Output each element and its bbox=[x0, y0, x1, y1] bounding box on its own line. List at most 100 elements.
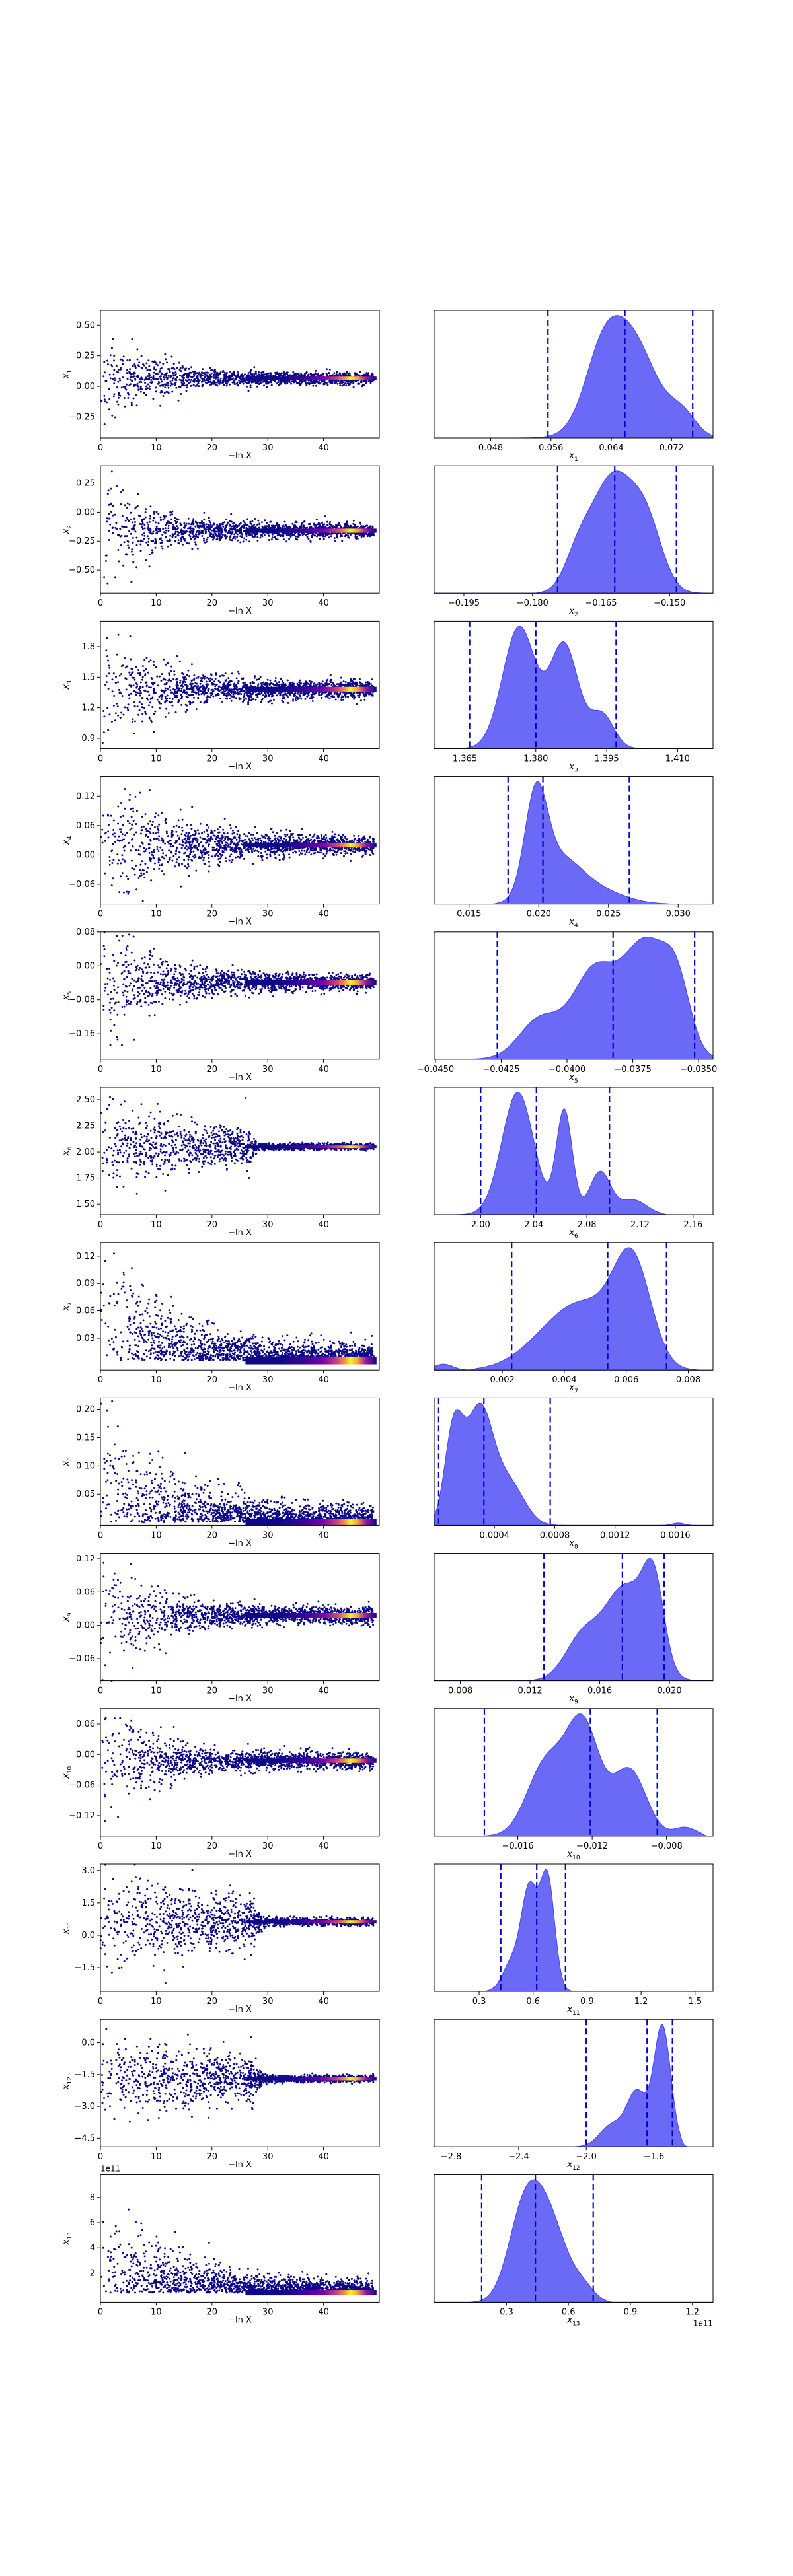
trace-point bbox=[209, 673, 212, 676]
trace-point bbox=[295, 373, 297, 375]
trace-point bbox=[231, 375, 233, 377]
trace-point bbox=[282, 682, 285, 684]
trace-point bbox=[145, 657, 148, 659]
trace-point bbox=[229, 691, 232, 693]
trace-point bbox=[231, 520, 233, 523]
trace-point bbox=[246, 385, 248, 388]
trace-point bbox=[177, 699, 180, 701]
trace-point bbox=[167, 386, 170, 389]
trace-point bbox=[152, 683, 154, 686]
x-axis-label: x3 bbox=[568, 762, 578, 773]
trace-point bbox=[113, 393, 116, 396]
trace-point bbox=[185, 390, 188, 392]
trace-point bbox=[251, 520, 254, 522]
trace-point bbox=[237, 693, 239, 696]
trace-point bbox=[198, 688, 201, 690]
trace-point bbox=[206, 692, 208, 694]
trace-point bbox=[215, 672, 217, 675]
trace-point bbox=[340, 676, 342, 679]
trace-point bbox=[211, 690, 214, 693]
trace-point bbox=[324, 515, 326, 518]
trace-point bbox=[303, 374, 306, 376]
trace-point bbox=[152, 398, 155, 400]
trace-point bbox=[159, 404, 162, 407]
trace-point bbox=[132, 561, 135, 563]
trace-point bbox=[302, 692, 305, 695]
trace-point bbox=[178, 542, 181, 545]
trace-point bbox=[209, 692, 212, 695]
trace-point bbox=[215, 373, 218, 375]
trace-point bbox=[223, 692, 225, 695]
trace-point bbox=[112, 373, 115, 376]
trace-point bbox=[174, 536, 177, 538]
trace-point bbox=[141, 523, 143, 526]
trace-point bbox=[114, 377, 116, 380]
trace-point bbox=[344, 852, 347, 855]
trace-point bbox=[254, 534, 256, 536]
trace-point bbox=[259, 536, 262, 539]
trace-point bbox=[182, 676, 184, 679]
trace-point bbox=[371, 534, 373, 536]
trace-point bbox=[108, 538, 110, 541]
trace-point bbox=[347, 373, 350, 375]
trace-point bbox=[203, 524, 206, 527]
trace-point bbox=[315, 384, 317, 387]
trace-point bbox=[128, 694, 130, 696]
trace-point bbox=[344, 382, 347, 384]
trace-point bbox=[359, 371, 361, 373]
trace-point bbox=[269, 372, 272, 375]
trace-point bbox=[266, 386, 268, 388]
trace-point bbox=[203, 537, 205, 540]
trace-point bbox=[196, 547, 199, 550]
trace-point bbox=[211, 838, 214, 841]
trace-point bbox=[212, 533, 214, 536]
trace-point bbox=[180, 524, 182, 526]
trace-point bbox=[254, 518, 256, 520]
trace-point bbox=[311, 692, 314, 694]
trace-point bbox=[148, 565, 151, 568]
trace-point bbox=[147, 383, 149, 386]
trace-point bbox=[243, 377, 246, 380]
trace-point bbox=[288, 533, 291, 536]
trace-point bbox=[247, 696, 250, 698]
trace-point bbox=[143, 524, 146, 526]
trace-point bbox=[131, 380, 133, 382]
trace-point bbox=[347, 696, 349, 698]
trace-point bbox=[132, 671, 134, 674]
trace-point bbox=[260, 684, 263, 686]
trace-point bbox=[171, 536, 174, 538]
trace-point bbox=[130, 808, 132, 810]
trace-point bbox=[245, 524, 247, 526]
trace-point bbox=[234, 375, 237, 377]
trace-point bbox=[114, 835, 116, 838]
trace-point bbox=[213, 535, 215, 538]
trace-point bbox=[153, 511, 155, 513]
trace-point bbox=[131, 676, 133, 679]
trace-point bbox=[212, 537, 215, 540]
trace-point bbox=[150, 677, 153, 679]
trace-point bbox=[184, 379, 187, 382]
trace-point bbox=[209, 696, 211, 699]
trace-point bbox=[203, 527, 206, 530]
trace-point bbox=[137, 540, 139, 542]
trace-point bbox=[237, 855, 239, 858]
trace-point bbox=[182, 384, 185, 386]
trace-point bbox=[223, 690, 226, 693]
trace-point bbox=[223, 373, 226, 376]
trace-point bbox=[151, 824, 153, 826]
trace-point bbox=[169, 380, 172, 383]
y-axis-label-sub: 2 bbox=[67, 525, 73, 529]
trace-point bbox=[153, 664, 155, 666]
trace-point bbox=[122, 526, 124, 528]
trace-point bbox=[126, 540, 129, 542]
trace-point bbox=[358, 382, 361, 385]
trace-point bbox=[159, 542, 162, 544]
trace-point bbox=[141, 676, 144, 678]
trace-point bbox=[229, 535, 232, 538]
trace-point bbox=[226, 842, 229, 845]
trace-point bbox=[233, 382, 236, 384]
trace-point bbox=[245, 533, 248, 535]
trace-point bbox=[135, 694, 137, 696]
trace-point bbox=[155, 528, 157, 530]
trace-point bbox=[365, 380, 368, 382]
